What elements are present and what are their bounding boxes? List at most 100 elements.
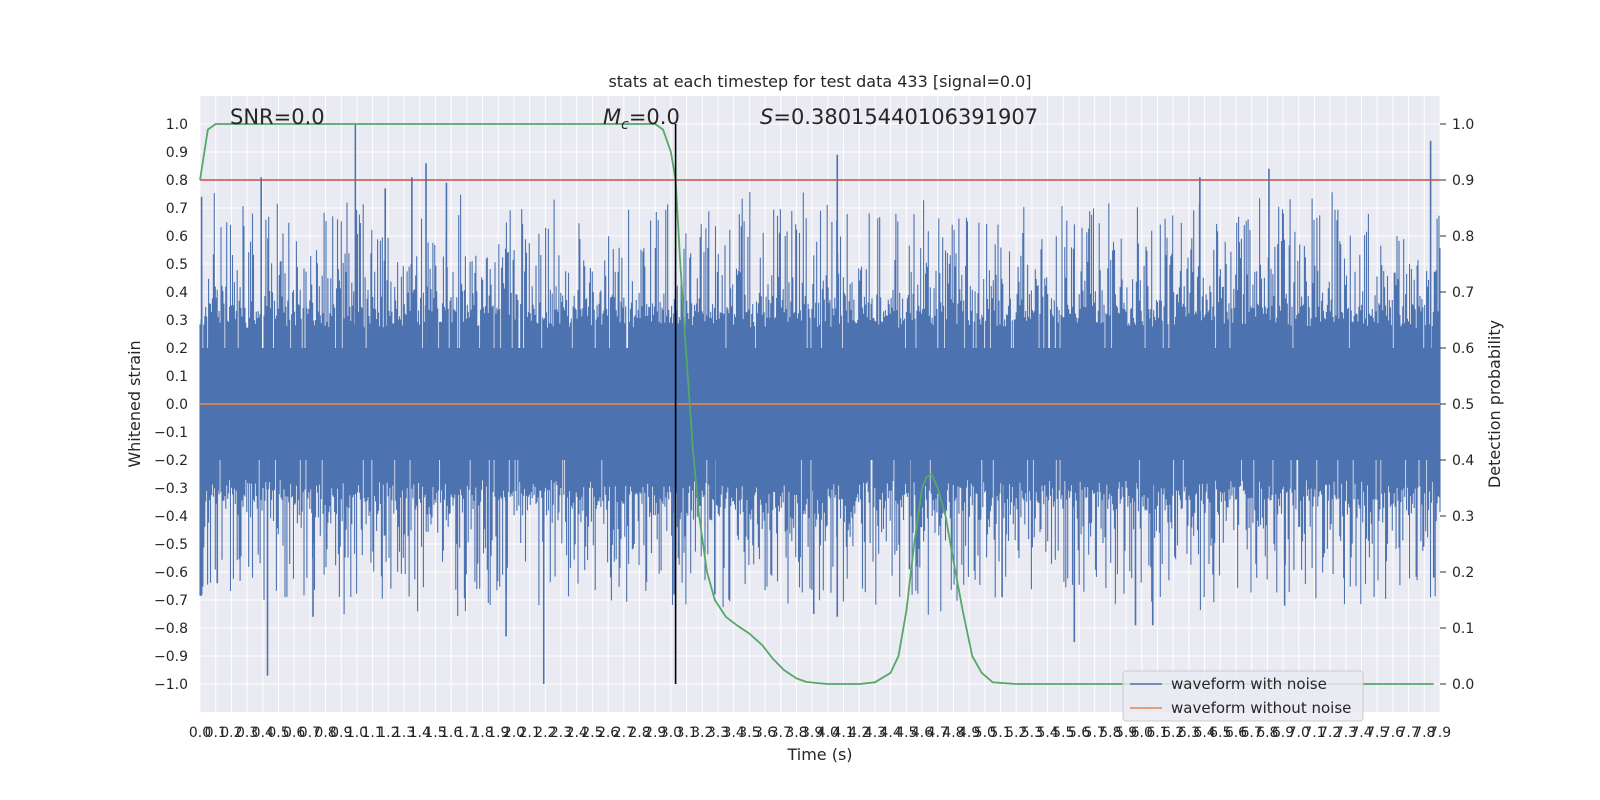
x-tick-label: 0.6 (283, 725, 305, 741)
left-y-tick-label: −0.6 (154, 565, 188, 581)
x-tick-label: 7.4 (1350, 725, 1372, 741)
x-axis: 0.00.10.20.30.40.50.60.70.80.91.01.11.21… (189, 725, 1451, 741)
x-tick-label: 5.7 (1084, 725, 1106, 741)
x-tick-label: 3.2 (691, 725, 713, 741)
left-y-tick-label: −0.9 (154, 649, 188, 665)
right-y-tick-label: 0.6 (1452, 341, 1474, 357)
right-y-tick-label: 0.0 (1452, 677, 1474, 693)
right-y-axis-label: Detection probability (1485, 320, 1504, 488)
x-tick-label: 3.7 (770, 725, 792, 741)
x-tick-label: 1.9 (487, 725, 509, 741)
left-y-tick-label: 0.8 (166, 173, 188, 189)
x-tick-label: 1.5 (424, 725, 446, 741)
x-tick-label: 0.1 (205, 725, 227, 741)
right-y-tick-label: 0.2 (1452, 565, 1474, 581)
left-y-tick-label: −0.2 (154, 453, 188, 469)
x-tick-label: 5.2 (1005, 725, 1027, 741)
x-tick-label: 4.2 (848, 725, 870, 741)
left-y-axis: −1.0 −0.9 −0.8 −0.7 −0.6 −0.5 −0.4 −0.3 −0.2 −0.1… (154, 117, 188, 693)
chart-title: stats at each timestep for test data 433… (608, 72, 1031, 91)
x-tick-label: 5.5 (1052, 725, 1074, 741)
x-tick-label: 5.4 (1036, 725, 1058, 741)
x-tick-label: 7.6 (1382, 725, 1404, 741)
x-tick-label: 7.7 (1397, 725, 1419, 741)
x-tick-label: 7.8 (1413, 725, 1435, 741)
mc-symbol: M (603, 105, 621, 129)
right-y-tick-label: 0.8 (1452, 229, 1474, 245)
x-tick-label: 7.9 (1429, 725, 1451, 741)
mc-value: =0.0 (629, 105, 680, 129)
x-tick-label: 4.0 (817, 725, 839, 741)
snr-annotation: SNR=0.0 (230, 105, 325, 129)
x-tick-label: 6.4 (1193, 725, 1215, 741)
x-tick-label: 3.4 (723, 725, 745, 741)
x-tick-label: 0.2 (220, 725, 242, 741)
left-y-tick-label: 0.9 (166, 145, 188, 161)
x-tick-label: 3.9 (801, 725, 823, 741)
x-tick-label: 7.5 (1366, 725, 1388, 741)
x-tick-label: 6.5 (1209, 725, 1231, 741)
x-tick-label: 1.8 (471, 725, 493, 741)
x-tick-label: 1.1 (362, 725, 384, 741)
left-y-tick-label: −1.0 (154, 677, 188, 693)
left-y-tick-label: 0.1 (166, 369, 188, 385)
x-tick-label: 4.4 (880, 725, 902, 741)
right-y-tick-label: 0.5 (1452, 397, 1474, 413)
x-tick-label: 4.1 (832, 725, 854, 741)
x-tick-label: 0.9 (330, 725, 352, 741)
x-tick-label: 3.1 (675, 725, 697, 741)
left-y-tick-label: −0.5 (154, 537, 188, 553)
x-tick-label: 2.3 (550, 725, 572, 741)
right-y-axis: 0.0 0.1 0.2 0.3 0.4 0.5 0.6 0.7 0.8 0.9 1.0 (1440, 117, 1474, 693)
legend-box (1122, 670, 1364, 722)
x-tick-label: 0.7 (299, 725, 321, 741)
x-tick-label: 5.0 (974, 725, 996, 741)
left-y-tick-label: −0.7 (154, 593, 188, 609)
left-y-tick-label: −0.3 (154, 481, 188, 497)
x-tick-label: 6.8 (1256, 725, 1278, 741)
x-tick-label: 6.3 (1178, 725, 1200, 741)
x-tick-label: 5.1 (989, 725, 1011, 741)
right-y-tick-label: 0.7 (1452, 285, 1474, 301)
s-symbol: S (760, 105, 773, 129)
right-y-tick-label: 0.4 (1452, 453, 1474, 469)
s-value: =0.38015440106391907 (773, 105, 1038, 129)
x-tick-label: 3.6 (754, 725, 776, 741)
legend-label-noise: waveform with noise (1171, 675, 1327, 693)
x-tick-label: 1.2 (377, 725, 399, 741)
left-y-tick-label: 0.3 (166, 313, 188, 329)
x-axis-label: Time (s) (786, 745, 852, 764)
x-tick-label: 2.6 (597, 725, 619, 741)
x-tick-label: 4.5 (895, 725, 917, 741)
left-y-tick-label: 0.2 (166, 341, 188, 357)
probability-trace (199, 123, 1434, 685)
x-tick-label: 0.5 (267, 725, 289, 741)
left-y-tick-label: 0.5 (166, 257, 188, 273)
right-y-tick-label: 0.1 (1452, 621, 1474, 637)
x-tick-label: 5.3 (1021, 725, 1043, 741)
legend-label-clean: waveform without noise (1171, 699, 1351, 717)
x-tick-label: 6.0 (1131, 725, 1153, 741)
x-tick-label: 6.7 (1241, 725, 1263, 741)
x-tick-label: 2.5 (581, 725, 603, 741)
x-tick-label: 5.6 (1068, 725, 1090, 741)
mc-annotation: Mc=0.0 (603, 105, 680, 133)
x-tick-label: 2.9 (644, 725, 666, 741)
x-tick-label: 2.1 (518, 725, 540, 741)
x-tick-label: 2.8 (628, 725, 650, 741)
right-y-tick-label: 0.9 (1452, 173, 1474, 189)
x-tick-label: 6.1 (1146, 725, 1168, 741)
x-tick-label: 6.6 (1225, 725, 1247, 741)
x-tick-label: 4.3 (864, 725, 886, 741)
x-tick-label: 3.5 (738, 725, 760, 741)
x-tick-label: 2.0 (503, 725, 525, 741)
x-tick-label: 1.3 (393, 725, 415, 741)
x-tick-label: 2.4 (566, 725, 588, 741)
x-tick-label: 1.7 (456, 725, 478, 741)
x-tick-label: 7.2 (1319, 725, 1341, 741)
left-y-tick-label: −0.4 (154, 509, 188, 525)
x-tick-label: 7.0 (1288, 725, 1310, 741)
x-tick-label: 4.7 (927, 725, 949, 741)
legend: waveform with noise waveform without noi… (1122, 670, 1364, 722)
x-tick-label: 5.8 (1099, 725, 1121, 741)
